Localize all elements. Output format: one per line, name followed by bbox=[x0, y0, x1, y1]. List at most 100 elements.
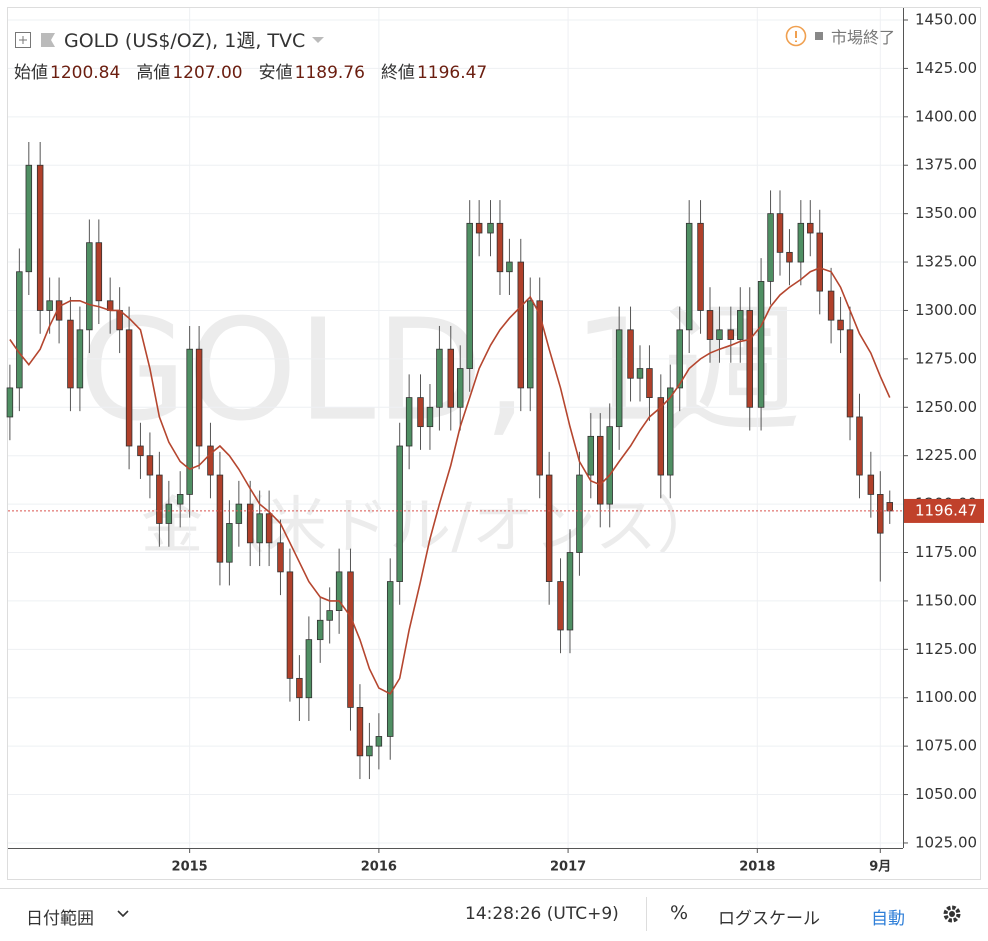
candle-body bbox=[676, 329, 683, 389]
x-tick-label: 2017 bbox=[550, 860, 586, 875]
candle-body bbox=[757, 281, 765, 408]
candle-body bbox=[55, 300, 63, 321]
candle-body bbox=[46, 300, 53, 311]
x-tick-label: 2015 bbox=[172, 860, 208, 875]
candle-body bbox=[767, 213, 774, 282]
candle-body bbox=[496, 222, 504, 273]
chart-title[interactable]: GOLD (US$/OZ), 1週, TVC bbox=[64, 30, 306, 52]
y-tick-label: 1225.00 bbox=[915, 446, 977, 464]
candle-body bbox=[335, 571, 343, 612]
ohlc-value: 1196.47 bbox=[416, 63, 488, 83]
candle-body bbox=[587, 435, 595, 476]
ohlc-name: 終値 bbox=[380, 63, 415, 83]
candle-body bbox=[347, 571, 354, 708]
y-tick-label: 1125.00 bbox=[915, 640, 977, 658]
candle-body bbox=[216, 474, 224, 563]
candle-body bbox=[417, 397, 424, 428]
chevron-icon[interactable] bbox=[117, 909, 129, 919]
ohlc-name: 始値 bbox=[14, 63, 48, 83]
status-text: 市場終了 bbox=[830, 28, 895, 47]
y-tick-label: 1300.00 bbox=[915, 301, 977, 319]
dropdown-icon[interactable] bbox=[311, 35, 325, 45]
candle-body bbox=[396, 445, 403, 582]
candle-body bbox=[727, 329, 735, 340]
y-tick-label: 1350.00 bbox=[915, 204, 977, 222]
candle-body bbox=[165, 503, 173, 524]
candle-body bbox=[277, 542, 284, 573]
candle-body bbox=[846, 329, 854, 418]
candle-body bbox=[816, 232, 823, 292]
candle-body bbox=[877, 494, 884, 534]
frame bbox=[7, 7, 981, 880]
auto-toggle[interactable]: 自動 bbox=[871, 909, 905, 929]
flag-icon bbox=[41, 32, 55, 47]
candle-body bbox=[867, 474, 875, 495]
candle-body bbox=[536, 300, 543, 476]
last-price-tag bbox=[904, 498, 984, 523]
candle-body bbox=[305, 639, 313, 699]
candle-body bbox=[176, 494, 184, 505]
candle-body bbox=[366, 745, 373, 757]
y-tick-label: 1025.00 bbox=[915, 833, 977, 851]
candle-body bbox=[286, 571, 294, 679]
candle-body bbox=[25, 164, 33, 273]
market-status: 市場終了 bbox=[785, 24, 895, 48]
candle-body bbox=[517, 261, 525, 389]
settings-icon[interactable] bbox=[940, 902, 964, 926]
candle-body bbox=[456, 368, 464, 408]
y-tick-label: 1100.00 bbox=[915, 688, 977, 706]
x-tick-label: 2018 bbox=[739, 860, 775, 875]
candle-body bbox=[296, 677, 303, 699]
ohlc-name: 高値 bbox=[136, 63, 171, 83]
y-tick-label: 1325.00 bbox=[915, 253, 977, 271]
candle-body bbox=[95, 242, 103, 302]
candle-body bbox=[615, 329, 623, 428]
candle-body bbox=[146, 455, 154, 476]
candle-body bbox=[545, 474, 553, 582]
separator bbox=[646, 897, 647, 931]
candle-body bbox=[195, 348, 203, 447]
y-tick-label: 1400.00 bbox=[915, 107, 977, 125]
candle-body bbox=[706, 310, 714, 340]
footer: 日付範囲 14:28:26 (UTC+9) % ログスケール 自動 bbox=[0, 888, 988, 941]
candle-body bbox=[436, 348, 443, 408]
log-scale-toggle[interactable]: ログスケール bbox=[718, 909, 820, 929]
ohlc-value: 1207.00 bbox=[172, 63, 243, 83]
candle-body bbox=[786, 251, 793, 263]
candle-body bbox=[76, 329, 84, 389]
ohlc-legend: 始値 1200.84 高値 1207.00 安値 1189.76 終値 1196.47 bbox=[14, 58, 487, 83]
candle-body bbox=[36, 164, 44, 311]
expand-icon[interactable] bbox=[14, 31, 32, 49]
y-tick-label: 1450.00 bbox=[915, 11, 977, 29]
alert-icon[interactable] bbox=[785, 25, 807, 47]
candles bbox=[6, 141, 893, 780]
candle-body bbox=[375, 736, 383, 747]
candle-body bbox=[716, 329, 723, 340]
date-range[interactable]: 日付範囲 bbox=[26, 909, 94, 929]
ohlc-item: 始値 1200.84 bbox=[14, 58, 120, 83]
candle-body bbox=[386, 581, 394, 737]
ohlc-item: 高値 1207.00 bbox=[136, 58, 242, 83]
candle-body bbox=[356, 707, 364, 757]
candle-body bbox=[265, 513, 273, 544]
moving-average bbox=[9, 267, 891, 695]
candle-body bbox=[475, 222, 483, 234]
y-tick-label: 1275.00 bbox=[915, 349, 977, 367]
y-tick-label: 1425.00 bbox=[915, 59, 977, 77]
ohlc-value: 1189.76 bbox=[294, 63, 365, 83]
status-dot bbox=[814, 32, 823, 40]
candle-body bbox=[636, 368, 644, 379]
candle-body bbox=[506, 261, 513, 273]
candle-body bbox=[226, 523, 233, 563]
candle-body bbox=[566, 552, 574, 631]
candle-body bbox=[597, 435, 604, 505]
candle-body bbox=[776, 213, 784, 253]
percent-toggle[interactable]: % bbox=[670, 902, 689, 924]
last-price-label: 1196.47 bbox=[915, 501, 977, 519]
candle-body bbox=[837, 319, 844, 331]
ohlc-item: 安値 1189.76 bbox=[259, 58, 365, 83]
candle-body bbox=[827, 290, 835, 321]
candle-body bbox=[627, 329, 634, 379]
clock: 14:28:26 (UTC+9) bbox=[465, 904, 619, 924]
y-tick-label: 1375.00 bbox=[915, 156, 977, 174]
